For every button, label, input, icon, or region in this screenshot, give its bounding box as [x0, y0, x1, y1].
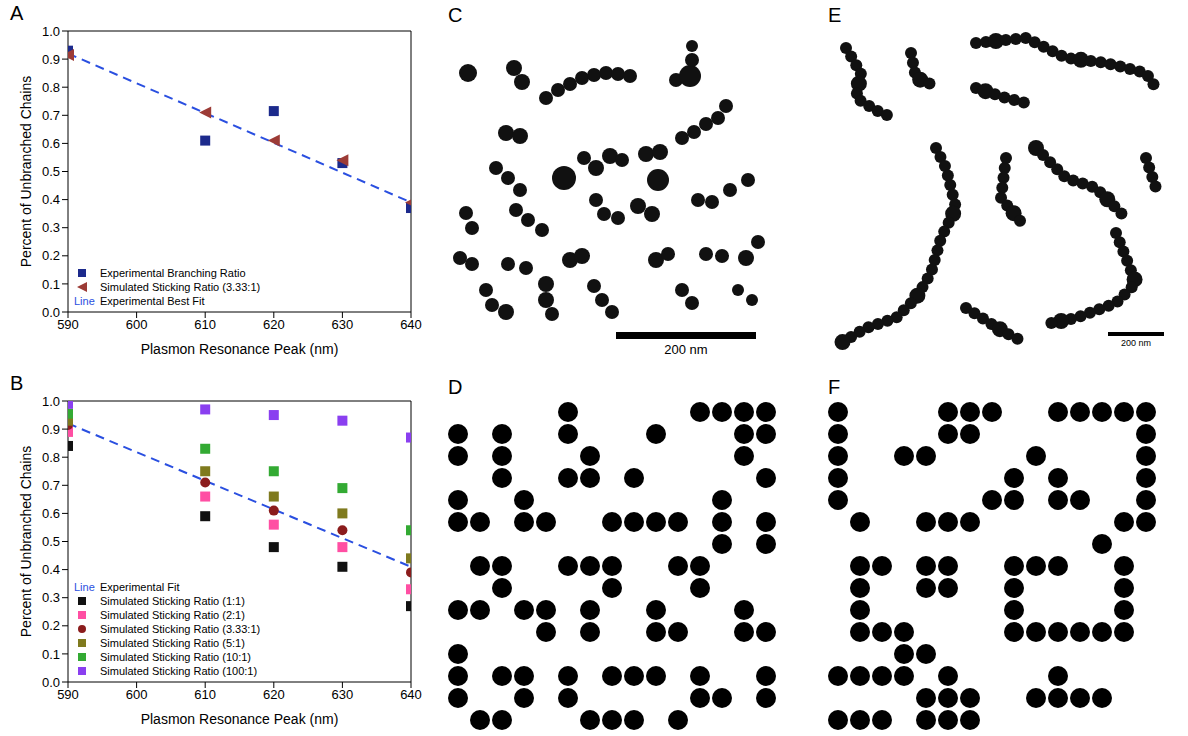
svg-text:0.3: 0.3: [42, 590, 60, 605]
html-text:D: D: [448, 376, 463, 398]
svg-text:620: 620: [263, 317, 285, 332]
svg-text:0.3: 0.3: [42, 220, 60, 235]
html-text:Simulated Sticking Ratio (10:1: Simulated Sticking Ratio (10:1): [100, 651, 251, 663]
svg-text:620: 620: [263, 687, 285, 702]
html-text:Simulated Sticking Ratio (5:1): Simulated Sticking Ratio (5:1): [100, 637, 245, 649]
svg-text:0.7: 0.7: [42, 108, 60, 123]
svg-text:0.6: 0.6: [42, 506, 60, 521]
svg-text:Plasmon Resonance Peak (nm): Plasmon Resonance Peak (nm): [141, 711, 339, 727]
svg-text:610: 610: [194, 687, 216, 702]
svg-text:600: 600: [126, 317, 148, 332]
svg-text:0.9: 0.9: [42, 422, 60, 437]
svg-text:600: 600: [126, 687, 148, 702]
html-text:Simulated Sticking Ratio (1:1): Simulated Sticking Ratio (1:1): [100, 595, 245, 607]
svg-text:0.0: 0.0: [42, 675, 60, 690]
svg-text:0.5: 0.5: [42, 164, 60, 179]
svg-text:0.8: 0.8: [42, 80, 60, 95]
html-text:Simulated Sticking Ratio (2:1): Simulated Sticking Ratio (2:1): [100, 609, 245, 621]
html-text:Simulated Sticking Ratio (3.33: Simulated Sticking Ratio (3.33:1): [100, 281, 261, 293]
html-text:Experimental Best Fit: Experimental Best Fit: [100, 295, 205, 307]
svg-text:0.4: 0.4: [42, 562, 60, 577]
html-text:Experimental Fit: Experimental Fit: [100, 581, 180, 593]
html-text:B: B: [10, 372, 24, 394]
svg-text:0.6: 0.6: [42, 136, 60, 151]
svg-text:1.0: 1.0: [42, 24, 60, 39]
html-text:Line: Line: [74, 295, 95, 307]
svg-text:630: 630: [332, 687, 354, 702]
svg-text:610: 610: [194, 317, 216, 332]
svg-text:Percent of Unbranched Chains: Percent of Unbranched Chains: [18, 76, 34, 267]
svg-text:0.5: 0.5: [42, 534, 60, 549]
html-text:Line: Line: [74, 581, 95, 593]
html-text:F: F: [828, 376, 841, 398]
svg-text:640: 640: [400, 687, 422, 702]
svg-text:0.9: 0.9: [42, 52, 60, 67]
svg-text:200 nm: 200 nm: [1121, 338, 1151, 348]
html-text:Simulated Sticking Ratio (100:: Simulated Sticking Ratio (100:1): [100, 665, 258, 677]
svg-text:0.1: 0.1: [42, 277, 60, 292]
svg-text:0.8: 0.8: [42, 450, 60, 465]
svg-text:0.7: 0.7: [42, 478, 60, 493]
svg-text:590: 590: [57, 687, 79, 702]
svg-text:0.2: 0.2: [42, 248, 60, 263]
html-text:A: A: [10, 2, 24, 24]
svg-text:0.4: 0.4: [42, 192, 60, 207]
svg-text:200 nm: 200 nm: [664, 342, 707, 357]
svg-text:640: 640: [400, 317, 422, 332]
svg-text:Plasmon Resonance Peak (nm): Plasmon Resonance Peak (nm): [141, 341, 339, 357]
svg-text:0.2: 0.2: [42, 618, 60, 633]
svg-text:630: 630: [332, 317, 354, 332]
svg-text:0.1: 0.1: [42, 647, 60, 662]
html-text:E: E: [828, 4, 842, 26]
html-text:Simulated Sticking Ratio (3.33: Simulated Sticking Ratio (3.33:1): [100, 623, 261, 635]
html-text:Experimental Branching Ratio: Experimental Branching Ratio: [100, 267, 246, 279]
html-text:C: C: [448, 4, 463, 26]
svg-text:0.0: 0.0: [42, 305, 60, 320]
svg-text:590: 590: [57, 317, 79, 332]
svg-text:Percent of Unbranched Chains: Percent of Unbranched Chains: [18, 446, 34, 637]
svg-text:1.0: 1.0: [42, 394, 60, 409]
